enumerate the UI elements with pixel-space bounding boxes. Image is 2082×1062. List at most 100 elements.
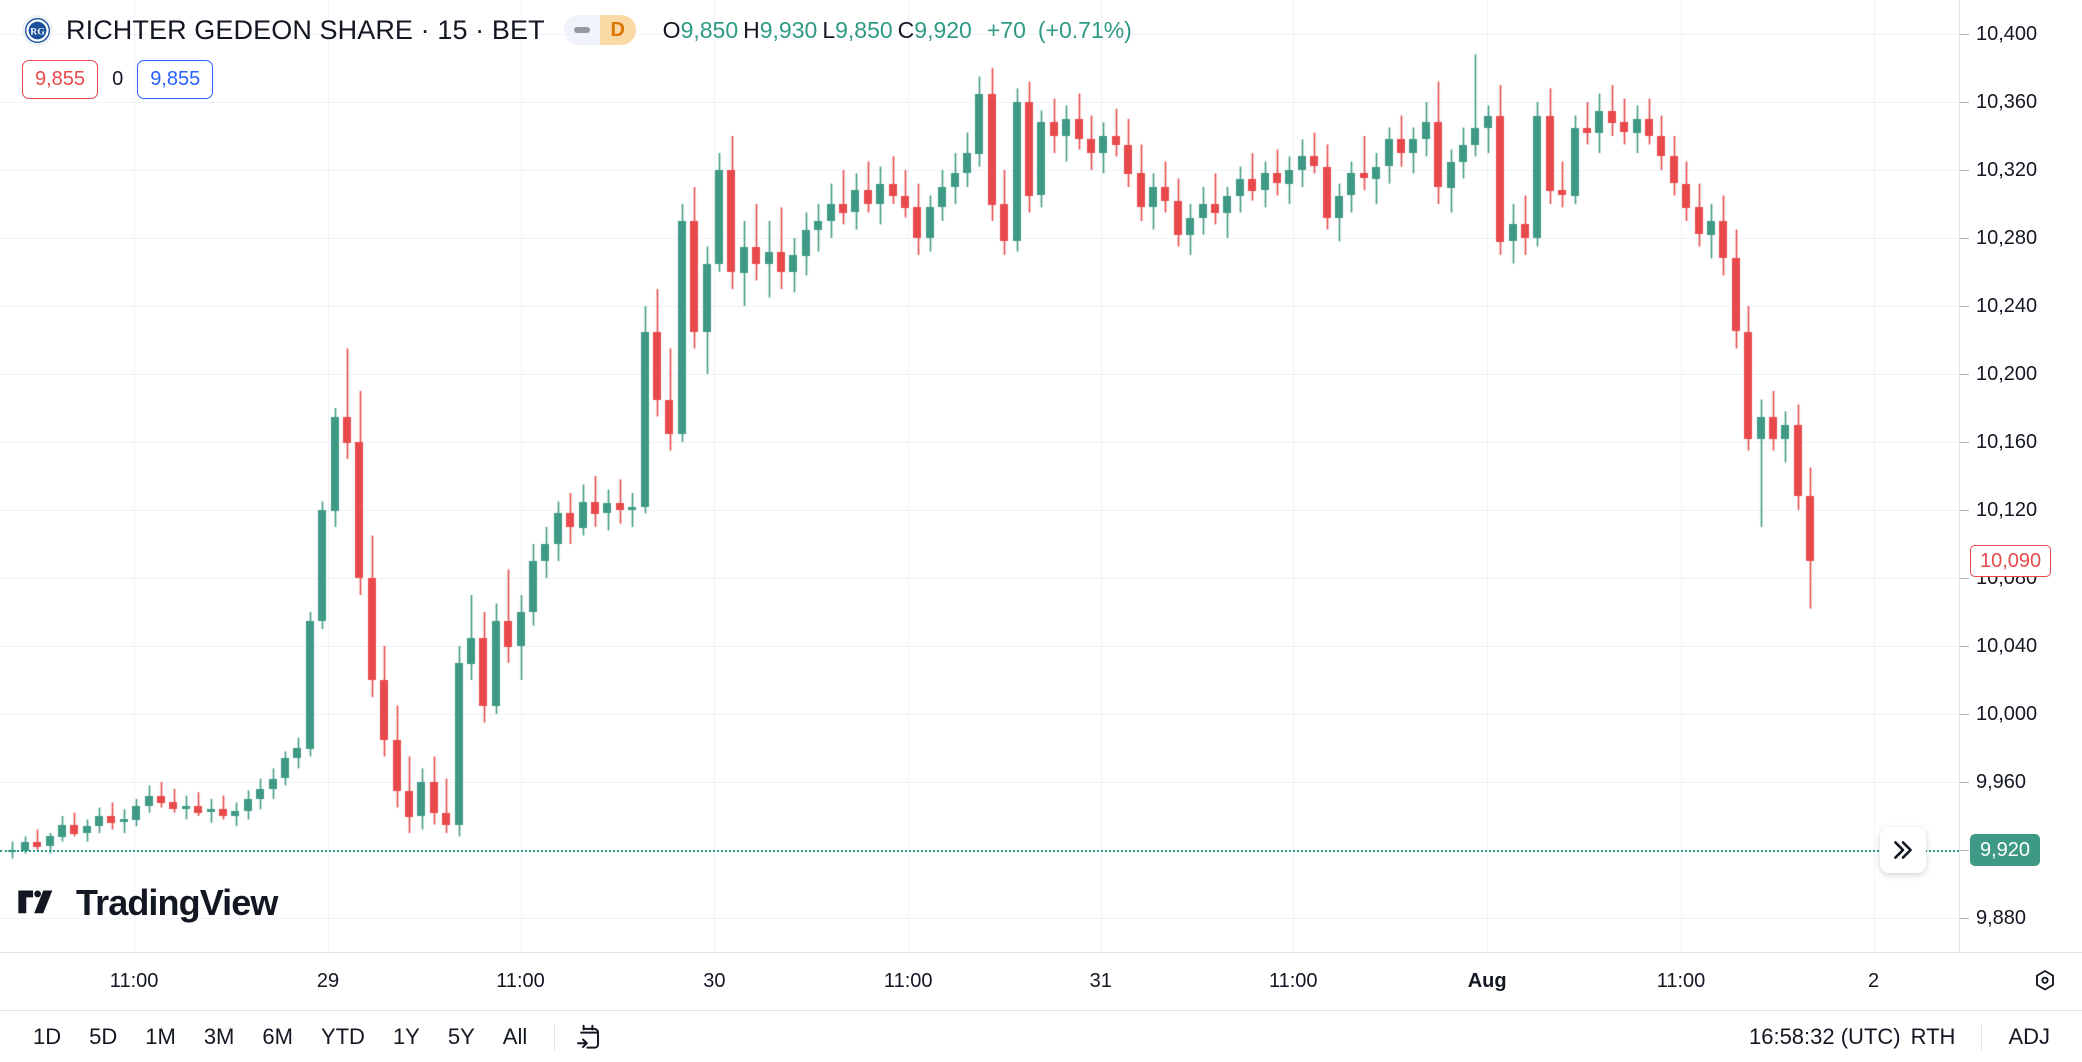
price-axis-tick: 10,120	[1960, 498, 2082, 522]
ohlc-high-label: H	[743, 16, 760, 43]
price-axis-tick: 10,240	[1960, 294, 2082, 318]
range-button-3m[interactable]: 3M	[193, 1019, 246, 1055]
time-axis-tick-label: 11:00	[883, 970, 933, 992]
time-axis-tick-label: 11:00	[1268, 970, 1318, 992]
toggle-day-side[interactable]: D	[599, 15, 636, 45]
tick-dash	[1960, 713, 1969, 715]
price-axis[interactable]: 10,400 10,360 10,320 10,280 10,240 10,200 10,1…	[1959, 0, 2082, 952]
symbol-logo: RG	[22, 14, 53, 46]
chart-legend: RG RICHTER GEDEON SHARE · 15 · BET D O 9,…	[0, 0, 1132, 99]
price-axis-tick-label: 10,240	[1976, 294, 2038, 317]
tick-dash	[1960, 169, 1969, 171]
time-axis-tick-label: 11:00	[109, 970, 159, 992]
tick-dash	[1960, 237, 1969, 239]
price-axis-tick-label: 10,200	[1976, 362, 2038, 385]
ohlc-low-label: L	[822, 16, 836, 43]
range-button-1m[interactable]: 1M	[134, 1019, 187, 1055]
price-axis-tick: 10,200	[1960, 362, 2082, 386]
range-button-all[interactable]: All	[492, 1019, 538, 1055]
previous-close-badge[interactable]: 9,920	[1970, 834, 2041, 866]
date-range-buttons: 1D 5D 1M 3M 6M YTD 1Y 5Y All	[22, 1019, 538, 1055]
timezone-gear-icon	[2036, 970, 2054, 991]
price-axis-tick: 10,360	[1960, 90, 2082, 114]
range-button-5d[interactable]: 5D	[78, 1019, 128, 1055]
candlestick-series[interactable]	[0, 0, 1959, 952]
session-clock: 16:58:32 (UTC)	[1748, 1023, 1901, 1049]
price-axis-tick-label: 10,360	[1976, 90, 2038, 113]
price-axis-tick-label: 9,880	[1976, 906, 2027, 929]
ohlc-high-value: 9,930	[759, 16, 818, 43]
range-button-5y[interactable]: 5Y	[437, 1019, 486, 1055]
legend-indicator-row: 9,855 0 9,855	[22, 60, 1132, 99]
time-axis-tick-label: 29	[316, 970, 340, 992]
indicator-value-zero: 0	[112, 68, 124, 90]
price-axis-tick: 10,280	[1960, 226, 2082, 250]
indicator-value-blue[interactable]: 9,855	[137, 60, 214, 99]
timezone-settings-button[interactable]	[2030, 967, 2060, 997]
tick-dash	[1960, 645, 1969, 647]
double-chevron-right-icon	[1894, 841, 1912, 859]
price-axis-tick-label: 10,160	[1976, 430, 2038, 453]
price-axis-tick-label: 10,400	[1976, 22, 2038, 45]
time-axis-tick-label: 31	[1089, 970, 1112, 992]
tradingview-wordmark: TradingView	[76, 882, 278, 923]
price-axis-tick: 9,880	[1960, 906, 2082, 930]
price-axis-tick-label: 9,960	[1976, 770, 2027, 793]
goto-date-calendar-icon	[577, 1024, 600, 1049]
tradingview-logo-icon	[18, 890, 53, 914]
price-axis-tick: 10,040	[1960, 634, 2082, 658]
range-button-ytd[interactable]: YTD	[310, 1019, 376, 1055]
scroll-to-realtime-button[interactable]	[1880, 827, 1926, 873]
previous-close-line	[0, 850, 1959, 852]
tick-dash	[1960, 577, 1969, 579]
ohlc-open-value: 9,850	[680, 16, 739, 43]
time-axis[interactable]: 11:00 29 11:00 30 11:00 31 11:00 Aug 11:00 2	[0, 952, 2082, 1010]
adjustment-button[interactable]: ADJ	[2008, 1023, 2050, 1049]
ohlc-change-percent: (+0.71%)	[1037, 16, 1132, 43]
price-axis-tick-label: 10,280	[1976, 226, 2038, 249]
price-axis-tick: 10,000	[1960, 702, 2082, 726]
symbol-title[interactable]: RICHTER GEDEON SHARE · 15 · BET	[66, 14, 545, 45]
indicator-value-red[interactable]: 9,855	[22, 60, 99, 99]
svg-text:RG: RG	[30, 26, 45, 37]
toolbar-divider	[554, 1023, 556, 1050]
price-axis-tick-label: 10,040	[1976, 634, 2038, 657]
goto-date-button[interactable]	[571, 1020, 605, 1054]
tradingview-branding: TradingView	[18, 882, 278, 924]
ohlc-close-label: C	[897, 16, 915, 43]
ohlc-open-label: O	[662, 16, 681, 43]
price-axis-tick: 10,160	[1960, 430, 2082, 454]
price-axis-tick: 10,320	[1960, 158, 2082, 182]
ohlc-close-value: 9,920	[914, 16, 972, 43]
session-button[interactable]: RTH	[1910, 1023, 1956, 1049]
dash-icon	[573, 27, 590, 33]
ohlc-close: C 9,920	[898, 15, 972, 46]
range-button-6m[interactable]: 6M	[251, 1019, 304, 1055]
price-axis-tick-label: 10,120	[1976, 498, 2038, 521]
richter-gedeon-logo-icon: RG	[24, 17, 51, 43]
ohlc-high: H 9,930	[743, 15, 817, 46]
price-axis-tick: 9,960	[1960, 770, 2082, 794]
ohlc-values: O 9,850 H 9,930 L 9,850 C 9,920 +70 (+0.71%)	[663, 15, 1132, 46]
bottom-toolbar: 1D 5D 1M 3M 6M YTD 1Y 5Y All 16:58:32 (UTC) RTH …	[0, 1010, 2082, 1062]
range-button-1d[interactable]: 1D	[22, 1019, 72, 1055]
tick-dash	[1960, 781, 1969, 783]
ohlc-low-value: 9,850	[835, 16, 893, 43]
range-button-1y[interactable]: 1Y	[382, 1019, 431, 1055]
toggle-off-side[interactable]	[563, 15, 600, 45]
time-axis-tick-label: 30	[703, 970, 726, 992]
price-axis-tick-label: 10,000	[1976, 702, 2038, 725]
time-axis-tick-label: 11:00	[496, 970, 545, 992]
chart-plot-area[interactable]	[0, 0, 1959, 952]
toolbar-divider-right	[1981, 1023, 1983, 1050]
tick-dash	[1960, 373, 1969, 375]
interval-toggle[interactable]: D	[563, 15, 636, 45]
time-axis-tick-label: Aug	[1467, 970, 1507, 992]
tick-dash	[1960, 917, 1969, 919]
ohlc-low: L 9,850	[822, 15, 892, 46]
tick-dash	[1960, 509, 1969, 511]
last-price-badge[interactable]: 10,090	[1970, 545, 2052, 577]
chart-pane[interactable]: TradingView	[0, 0, 2082, 952]
ohlc-open: O 9,850	[663, 15, 738, 46]
